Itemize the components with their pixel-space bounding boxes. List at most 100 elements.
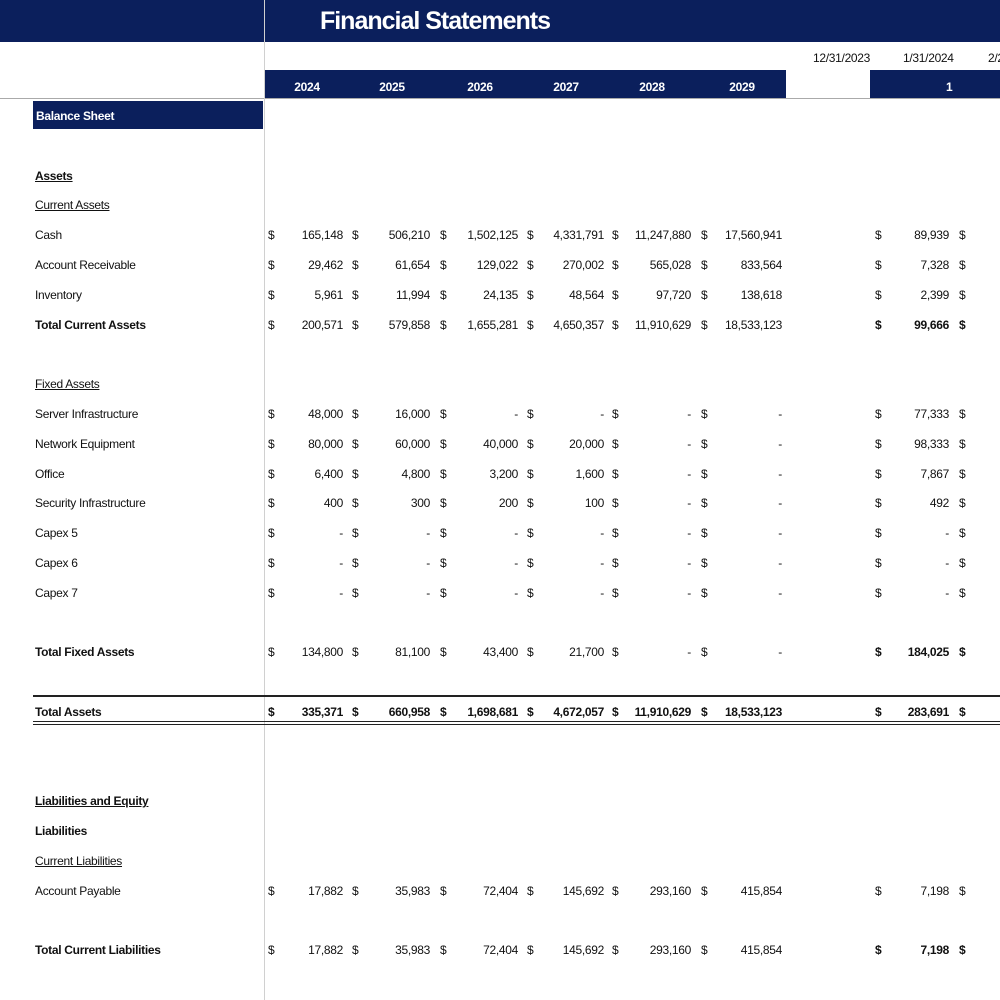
currency-symbol: $ — [875, 705, 882, 719]
currency-symbol: $ — [701, 287, 708, 302]
row-label: Total Current Assets — [35, 317, 146, 332]
currency-symbol: $ — [268, 585, 275, 600]
title: Financial Statements — [319, 7, 551, 35]
cell-value: 200,571 — [301, 317, 344, 332]
currency-symbol: $ — [527, 585, 534, 600]
cell-value: - — [600, 407, 604, 421]
row-label: Total Current Liabilities — [35, 943, 161, 958]
currency-symbol: $ — [959, 407, 966, 421]
currency-symbol: $ — [612, 645, 619, 660]
currency-symbol: $ — [701, 526, 708, 541]
currency-symbol: $ — [440, 436, 447, 451]
cell-value: 4,672,057 — [553, 705, 604, 719]
cell-value: - — [778, 407, 782, 421]
monthly-value: 7,867 — [920, 466, 949, 481]
currency-symbol: $ — [875, 645, 882, 660]
currency-symbol: $ — [959, 317, 966, 332]
cell-value: 270,002 — [562, 258, 605, 272]
date-header: 1/31/2024 — [903, 51, 954, 65]
cell-value: - — [514, 556, 518, 570]
section-title: Balance Sheet — [36, 109, 115, 123]
currency-symbol: $ — [352, 466, 359, 481]
row-label: Office — [35, 466, 65, 481]
cell-value: 6,400 — [314, 466, 343, 481]
cell-value: - — [687, 466, 691, 481]
cell-value: 565,028 — [649, 258, 692, 272]
currency-symbol: $ — [959, 436, 966, 451]
total-rule — [33, 721, 1000, 722]
cell-value: - — [339, 526, 343, 541]
currency-symbol: $ — [527, 526, 534, 541]
currency-symbol: $ — [701, 883, 708, 898]
period-header-band — [870, 70, 1000, 98]
monthly-value: 7,328 — [920, 258, 949, 272]
cell-value: - — [687, 556, 691, 570]
currency-symbol: $ — [875, 436, 882, 451]
currency-symbol: $ — [701, 943, 708, 958]
cell-value: 145,692 — [562, 943, 605, 958]
currency-symbol: $ — [959, 258, 966, 272]
cell-value: 200 — [498, 496, 518, 511]
currency-symbol: $ — [268, 436, 275, 451]
currency-symbol: $ — [875, 883, 882, 898]
monthly-value: - — [945, 526, 949, 541]
currency-symbol: $ — [352, 496, 359, 511]
currency-symbol: $ — [268, 526, 275, 541]
cell-value: - — [778, 556, 782, 570]
monthly-value: 77,333 — [914, 407, 949, 421]
currency-symbol: $ — [268, 943, 275, 958]
cell-value: 48,564 — [569, 287, 604, 302]
currency-symbol: $ — [612, 436, 619, 451]
monthly-value: 98,333 — [914, 436, 949, 451]
currency-symbol: $ — [440, 496, 447, 511]
year-header: 2025 — [379, 80, 405, 94]
cell-value: - — [687, 526, 691, 541]
row-label: Fixed Assets — [35, 377, 100, 392]
currency-symbol: $ — [352, 317, 359, 332]
currency-symbol: $ — [701, 258, 708, 272]
cell-value: 97,720 — [656, 287, 691, 302]
currency-symbol: $ — [959, 526, 966, 541]
currency-symbol: $ — [440, 258, 447, 272]
currency-symbol: $ — [612, 883, 619, 898]
cell-value: 579,858 — [388, 317, 431, 332]
cell-value: 833,564 — [740, 258, 783, 272]
currency-symbol: $ — [440, 466, 447, 481]
currency-symbol: $ — [268, 317, 275, 332]
cell-value: 293,160 — [649, 883, 692, 898]
monthly-value: - — [945, 585, 949, 600]
cell-value: 165,148 — [301, 228, 344, 243]
currency-symbol: $ — [612, 943, 619, 958]
currency-symbol: $ — [352, 585, 359, 600]
cell-value: 18,533,123 — [724, 317, 782, 332]
currency-symbol: $ — [875, 556, 882, 570]
row-label: Account Receivable — [35, 258, 136, 272]
cell-value: - — [600, 526, 604, 541]
row-label: Network Equipment — [35, 436, 135, 451]
monthly-value: 7,198 — [920, 943, 949, 958]
currency-symbol: $ — [875, 466, 882, 481]
currency-symbol: $ — [352, 705, 359, 719]
currency-symbol: $ — [352, 556, 359, 570]
cell-value: 415,854 — [740, 883, 783, 898]
cell-value: - — [687, 407, 691, 421]
currency-symbol: $ — [440, 645, 447, 660]
period-number: 1 — [946, 80, 953, 94]
cell-value: 138,618 — [740, 287, 783, 302]
currency-symbol: $ — [268, 705, 275, 719]
cell-value: - — [778, 466, 782, 481]
currency-symbol: $ — [612, 556, 619, 570]
cell-value: 1,502,125 — [467, 228, 518, 243]
cell-value: 11,247,880 — [634, 228, 691, 243]
cell-value: - — [687, 645, 691, 660]
currency-symbol: $ — [959, 228, 966, 243]
currency-symbol: $ — [527, 287, 534, 302]
cell-value: 506,210 — [388, 228, 431, 243]
header-rule — [0, 98, 1000, 99]
cell-value: - — [687, 496, 691, 511]
cell-value: - — [778, 436, 782, 451]
cell-value: 335,371 — [301, 705, 344, 719]
monthly-value: 99,666 — [914, 317, 949, 332]
row-label: Security Infrastructure — [35, 496, 146, 511]
currency-symbol: $ — [701, 496, 708, 511]
